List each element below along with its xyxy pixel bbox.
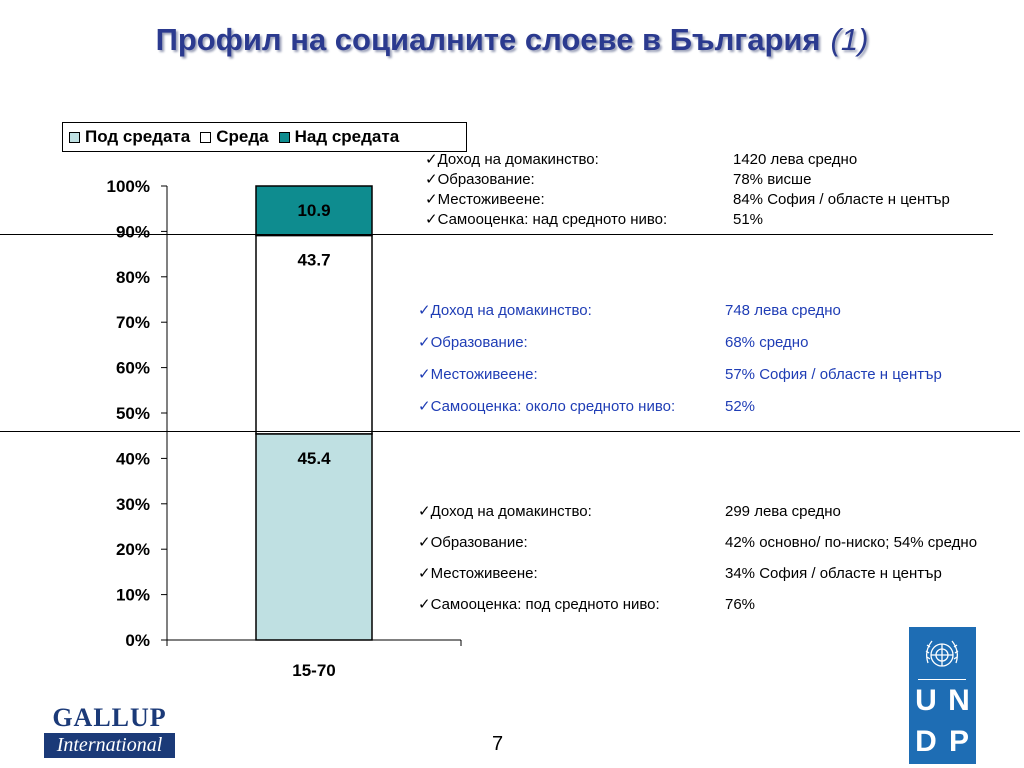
gallup-logo-top: GALLUP: [52, 703, 167, 732]
row-label: ✓Доход на домакинство:: [425, 151, 599, 168]
y-tick-label: 50%: [116, 404, 150, 423]
y-tick-label: 30%: [116, 495, 150, 514]
row-value: 1420 лева средно: [733, 151, 858, 168]
row-value: 299 лева средно: [725, 503, 841, 520]
data-label: 45.4: [297, 449, 331, 468]
row-label: ✓Самооценка: около средното ниво:: [418, 398, 676, 415]
row-value: 748 лева средно: [725, 302, 841, 319]
row-value: 78% висше: [733, 171, 812, 188]
row-value: 84% София / областе н център: [733, 191, 950, 208]
row-label: ✓Самооценка: под средното ниво:: [418, 596, 660, 613]
y-tick-label: 0%: [125, 631, 150, 650]
row-value: 76%: [725, 596, 756, 613]
title-suffix: (1): [830, 22, 869, 57]
row-label: ✓Образование:: [418, 534, 528, 551]
y-tick-label: 100%: [107, 177, 150, 196]
legend-swatch-middle: [200, 131, 212, 143]
row-label: ✓Местоживеене:: [418, 366, 538, 383]
bar-segment: [255, 433, 373, 641]
row-label: ✓Доход на домакинство:: [418, 503, 592, 520]
y-tick-label: 90%: [116, 222, 150, 241]
legend-item-below: Под средата: [69, 127, 190, 147]
gallup-logo-bottom: International: [44, 733, 175, 758]
row-value: 51%: [733, 211, 764, 228]
legend-swatch-below: [69, 131, 80, 143]
x-category-label: 15-70: [292, 661, 335, 680]
row-value: 52%: [725, 398, 756, 415]
y-tick-label: 80%: [116, 268, 150, 287]
divider-line-upper: [0, 234, 993, 235]
un-emblem-icon: [918, 633, 966, 680]
legend-label-above: Над средата: [294, 127, 400, 146]
y-tick-label: 10%: [116, 586, 150, 605]
y-tick-label: 40%: [116, 449, 150, 468]
legend-label-below: Под средата: [85, 127, 191, 146]
y-tick-label: 20%: [116, 540, 150, 559]
undp-letter-p: P: [948, 725, 969, 758]
data-label: 10.9: [297, 201, 330, 220]
gallup-logo: GALLUP International: [44, 703, 175, 758]
row-value: 68% средно: [725, 334, 809, 351]
page-title: Профил на социалните слоеве в България (1…: [0, 22, 1024, 58]
legend-item-above: Над средата: [278, 127, 400, 147]
y-tick-label: 60%: [116, 359, 150, 378]
row-value: 42% основно/ по-ниско; 54% средно: [725, 534, 978, 551]
undp-letter-n: N: [948, 684, 970, 717]
row-label: ✓Самооценка: над средното ниво:: [425, 211, 668, 228]
row-label: ✓Местоживеене:: [425, 191, 545, 208]
row-label: ✓Доход на домакинство:: [418, 302, 592, 319]
divider-line-lower: [0, 431, 1020, 432]
bar-segment: [255, 185, 373, 237]
legend-label-middle: Среда: [216, 127, 269, 146]
undp-letter-d: D: [915, 725, 937, 758]
title-main: Профил на социалните слоеве в България: [155, 22, 821, 57]
row-value: 57% София / областе н център: [725, 366, 942, 383]
row-label: ✓Местоживеене:: [418, 565, 538, 582]
page-number: 7: [492, 733, 504, 755]
bar-segment: [255, 234, 373, 435]
row-value: 34% София / областе н център: [725, 565, 942, 582]
legend-item-middle: Среда: [200, 127, 269, 147]
undp-logo: U N D P: [909, 627, 976, 764]
chart-legend: Под средата Среда Над средата: [62, 122, 467, 152]
undp-letter-u: U: [915, 684, 937, 717]
data-label: 43.7: [297, 250, 330, 269]
y-tick-label: 70%: [116, 313, 150, 332]
legend-swatch-above: [278, 131, 290, 143]
row-label: ✓Образование:: [418, 334, 528, 351]
row-label: ✓Образование:: [425, 171, 535, 188]
